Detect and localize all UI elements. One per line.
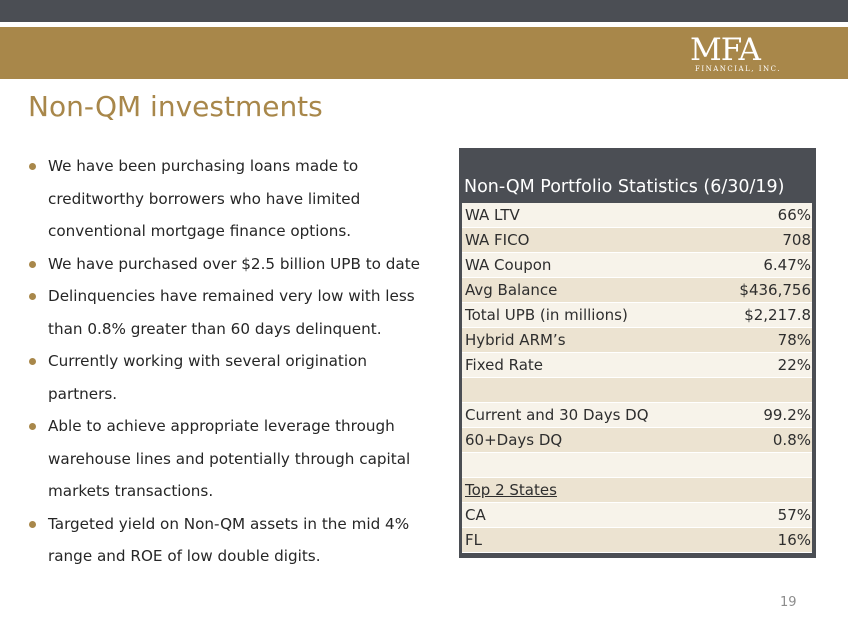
row-label: WA Coupon	[465, 256, 552, 274]
bullet-item: Able to achieve appropriate leverage thr…	[28, 410, 438, 508]
bullet-dot-icon	[29, 260, 36, 268]
top-dark-bar	[0, 0, 848, 22]
table-row: Avg Balance $436,756	[462, 278, 812, 303]
bullet-text: We have been purchasing loans made to cr…	[48, 157, 361, 240]
bullet-text: Targeted yield on Non-QM assets in the m…	[48, 514, 410, 566]
bullet-dot-icon	[29, 358, 36, 365]
logo-subtitle: FINANCIAL, INC.	[695, 65, 781, 73]
stats-table: WA LTV 66% WA FICO 708 WA Coupon 6.47% Avg …	[462, 203, 812, 553]
bullet-list: We have been purchasing loans made to cr…	[28, 150, 438, 573]
table-row: Total UPB (in millions) $2,217.8	[462, 303, 812, 328]
bullet-item: Currently working with several originati…	[28, 345, 438, 410]
table-row: WA FICO 708	[462, 228, 812, 253]
row-label: 60+Days DQ	[465, 431, 563, 449]
row-label: WA FICO	[465, 231, 530, 249]
bullet-text: Able to achieve appropriate leverage thr…	[48, 417, 411, 500]
bullet-item: Targeted yield on Non-QM assets in the m…	[28, 508, 438, 573]
logo-wordmark: MFA	[690, 32, 761, 68]
row-label: FL	[465, 531, 482, 549]
slide-title: Non-QM investments	[28, 90, 323, 123]
bullet-text: Delinquencies have remained very low wit…	[48, 287, 415, 338]
bullet-item: Delinquencies have remained very low wit…	[28, 280, 438, 345]
table-row: Fixed Rate 22%	[462, 353, 812, 378]
bullet-dot-icon	[29, 520, 36, 528]
table-row: Current and 30 Days DQ 99.2%	[462, 403, 812, 428]
row-value: $436,756	[739, 281, 811, 299]
table-row: FL 16%	[462, 528, 812, 553]
mfa-logo: MFA FINANCIAL, INC.	[690, 33, 840, 77]
bullet-dot-icon	[29, 293, 36, 300]
bullet-dot-icon	[29, 423, 36, 430]
row-value: 22%	[777, 356, 811, 374]
row-label: WA LTV	[465, 206, 520, 224]
row-value: 57%	[777, 506, 811, 524]
bullet-dot-icon	[29, 163, 36, 170]
stats-table-title: Non-QM Portfolio Statistics (6/30/19)	[464, 177, 785, 197]
row-label: Fixed Rate	[465, 356, 544, 374]
table-row: WA Coupon 6.47%	[462, 253, 812, 278]
table-row: 60+Days DQ 0.8%	[462, 428, 812, 453]
row-value: 0.8%	[772, 431, 811, 449]
row-label: Hybrid ARM’s	[465, 331, 566, 349]
row-value: 99.2%	[763, 406, 811, 424]
table-row	[462, 378, 812, 403]
row-value: 66%	[777, 206, 811, 224]
row-value: $2,217.8	[744, 306, 811, 324]
bullet-text: We have purchased over $2.5 billion UPB …	[48, 254, 421, 273]
bullet-text: Currently working with several originati…	[48, 352, 368, 403]
table-row: Hybrid ARM’s 78%	[462, 328, 812, 353]
table-row: WA LTV 66%	[462, 203, 812, 228]
table-row: CA 57%	[462, 503, 812, 528]
table-row: Top 2 States	[462, 478, 812, 503]
row-value: 708	[782, 231, 811, 249]
row-value: 16%	[777, 531, 811, 549]
row-value: 6.47%	[763, 256, 811, 274]
row-label: CA	[465, 506, 486, 524]
table-row	[462, 453, 812, 478]
header-gold-bar	[0, 27, 848, 79]
row-label: Total UPB (in millions)	[465, 306, 628, 324]
row-value: 78%	[777, 331, 811, 349]
row-label: Current and 30 Days DQ	[465, 406, 649, 424]
bullet-item: We have been purchasing loans made to cr…	[28, 150, 438, 248]
page-number: 19	[780, 595, 797, 610]
row-label: Top 2 States	[465, 481, 557, 499]
bullet-item: We have purchased over $2.5 billion UPB …	[28, 248, 438, 281]
row-label: Avg Balance	[465, 281, 558, 299]
